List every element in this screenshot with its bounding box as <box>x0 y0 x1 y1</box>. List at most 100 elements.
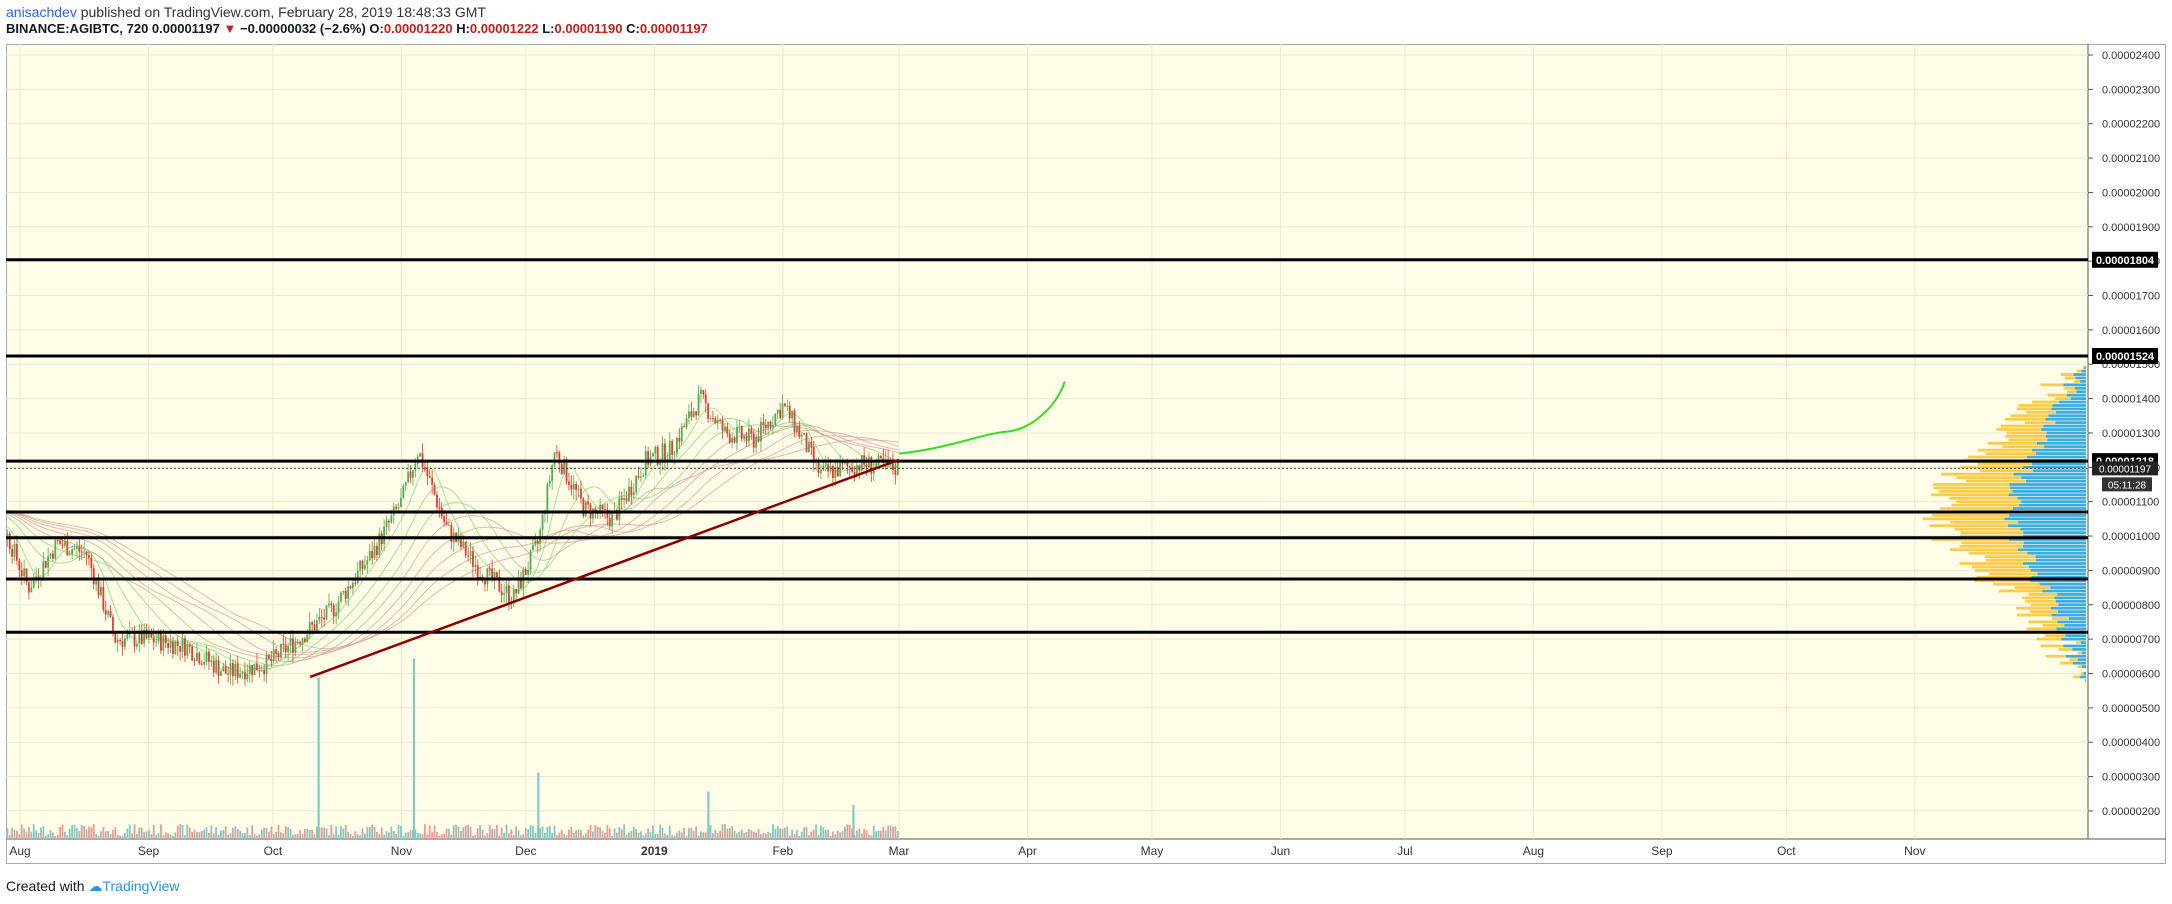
candle-body <box>104 610 107 615</box>
candle-body <box>395 506 398 509</box>
volume-bar <box>179 824 182 839</box>
volume-bar <box>205 827 208 839</box>
volume-bar <box>316 826 318 839</box>
candle-body <box>793 410 796 433</box>
candle-body <box>107 610 110 615</box>
candle-body <box>544 513 546 515</box>
candle-body <box>517 578 520 594</box>
profile-bar-down <box>1979 469 2033 473</box>
volume-bar <box>260 830 263 839</box>
volume-bar <box>116 834 119 839</box>
candle-body <box>328 603 330 606</box>
candle-body <box>604 509 606 511</box>
volume-bar <box>407 832 410 839</box>
profile-bar-down <box>1956 476 2022 480</box>
volume-bar <box>241 833 244 839</box>
profile-bar-up <box>2012 507 2086 510</box>
profile-bar-up <box>2055 599 2086 603</box>
candle-body <box>462 541 465 548</box>
candle-body <box>356 570 359 583</box>
candle-body <box>18 560 21 571</box>
candle-body <box>366 560 369 566</box>
candle-body <box>779 409 782 418</box>
candle-body <box>848 466 851 468</box>
candle-body <box>788 405 791 419</box>
profile-bar-down <box>1972 565 2030 569</box>
volume-bar <box>815 824 818 839</box>
volume-bar <box>356 834 359 839</box>
volume-bar <box>361 828 364 839</box>
tradingview-brand-link[interactable]: TradingView <box>102 878 180 894</box>
profile-bar-up <box>2032 469 2086 473</box>
symbol-label: BINANCE:AGIBTC, 720 <box>6 21 149 36</box>
profile-bar-up <box>2068 617 2086 620</box>
candle-body <box>112 616 114 633</box>
candle-body <box>359 560 362 571</box>
volume-bar <box>263 827 266 839</box>
candle-body <box>846 462 849 467</box>
volume-bar <box>479 825 482 839</box>
volume-bar <box>503 832 506 839</box>
volume-bar <box>289 828 292 839</box>
candle-body <box>508 585 510 603</box>
profile-bar-up <box>2083 672 2086 675</box>
profile-bar-up <box>2018 520 2086 524</box>
volume-bar <box>234 826 237 839</box>
candle-body <box>515 589 518 594</box>
profile-bar-up <box>2036 441 2086 445</box>
volume-bar <box>834 834 837 839</box>
ma-line <box>0 417 899 670</box>
candle-body <box>856 465 858 476</box>
profile-bar-up <box>2048 414 2086 418</box>
candle-body <box>409 471 412 478</box>
chart-frame[interactable]: 0.00002400 0.00002300 0.00002200 0.00002100… <box>0 44 2166 864</box>
candle-body <box>174 641 177 654</box>
volume-bar <box>896 831 899 839</box>
volume-bar <box>628 832 630 839</box>
candle-body <box>534 540 537 545</box>
candle-body <box>503 593 506 596</box>
candle-body <box>803 433 806 435</box>
volume-bar <box>160 824 162 839</box>
candle-body <box>388 520 390 523</box>
author-link[interactable]: anisachdev <box>6 4 77 20</box>
volume-bar <box>25 831 28 839</box>
profile-bar-up <box>2073 661 2086 665</box>
volume-bar <box>553 826 556 839</box>
price-chart[interactable]: 0.00002400 0.00002300 0.00002200 0.00002100… <box>0 44 2166 864</box>
candle-body <box>222 666 225 672</box>
volume-bar <box>820 825 822 839</box>
volume-bar <box>572 833 575 839</box>
volume-bar <box>344 825 347 839</box>
volume-bar <box>306 828 309 839</box>
tradingview-logo-icon[interactable]: ☁ <box>88 878 103 894</box>
candle-body <box>491 568 494 580</box>
volume-bar <box>212 833 215 839</box>
volume-bar <box>500 827 503 839</box>
candle-body <box>109 610 112 617</box>
candle-body <box>102 586 105 611</box>
candle-body <box>872 468 875 474</box>
volume-bar <box>196 831 198 839</box>
candle-body <box>740 426 743 439</box>
profile-bar-up <box>2035 555 2086 559</box>
candle-body <box>659 460 662 465</box>
candle-body <box>376 545 378 556</box>
price-axis-area <box>2088 44 2166 839</box>
candle-body <box>827 464 830 472</box>
volume-bar <box>90 827 93 839</box>
candle-body <box>500 591 503 596</box>
candle-body <box>505 585 508 594</box>
candle-body <box>445 521 448 525</box>
candle-body <box>760 421 762 442</box>
candle-body <box>812 447 815 462</box>
volume-bar <box>311 829 314 839</box>
volume-bar <box>601 831 604 839</box>
candle-body <box>668 440 671 461</box>
profile-bar-up <box>2030 579 2086 583</box>
profile-bar-up <box>2046 431 2086 435</box>
y-tick-label: 0.00000700 <box>2102 634 2160 646</box>
candle-body <box>805 433 808 453</box>
volume-bar <box>136 834 138 839</box>
profile-bar-up <box>2079 675 2086 679</box>
